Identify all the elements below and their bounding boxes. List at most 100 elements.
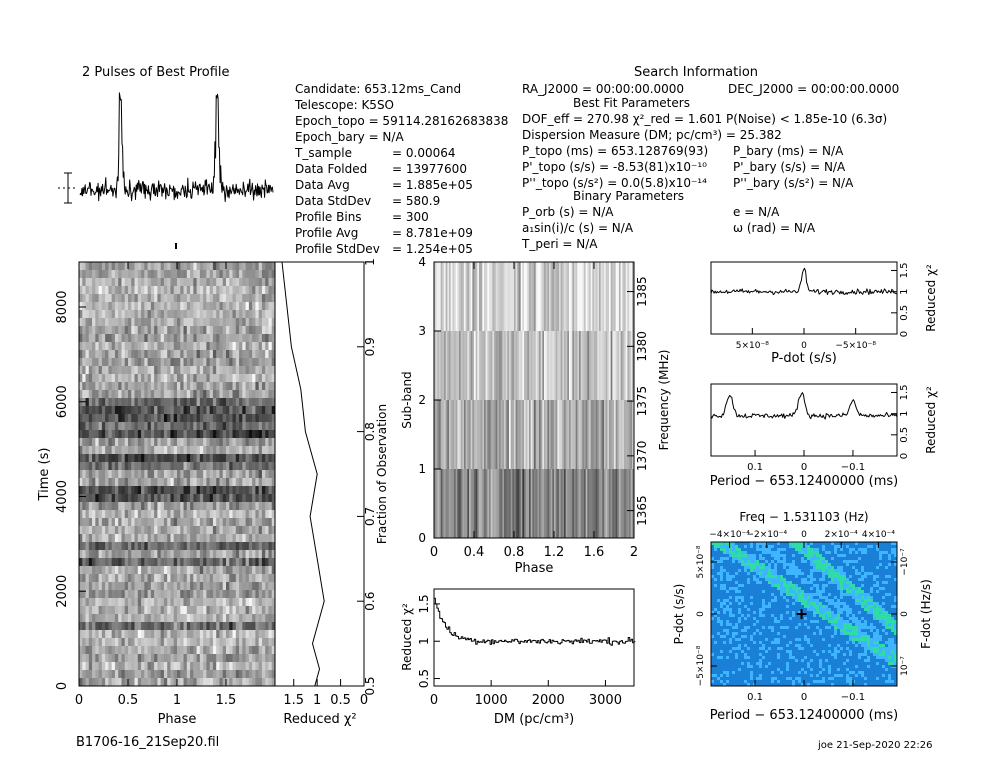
- heatmap-cell: [186, 278, 191, 287]
- heatmap-cell: [101, 590, 106, 599]
- heatmap-cell: [124, 414, 129, 423]
- heatmap-cell: [170, 622, 175, 631]
- heatmap-cell: [190, 486, 194, 495]
- heatmap-cell: [222, 310, 227, 319]
- heatmap-cell: [789, 554, 793, 558]
- heatmap-cell: [173, 606, 178, 615]
- heatmap-cell: [137, 302, 142, 311]
- heatmap-cell: [124, 630, 129, 639]
- heatmap-cell: [183, 382, 188, 391]
- heatmap-cell: [245, 382, 250, 391]
- heatmap-cell: [720, 566, 724, 570]
- heatmap-cell: [258, 534, 263, 543]
- heatmap-cell: [183, 262, 188, 271]
- heatmap-cell: [440, 262, 443, 331]
- heatmap-cell: [111, 534, 116, 543]
- heatmap-cell: [216, 662, 220, 671]
- heatmap-cell: [170, 478, 175, 487]
- heatmap-cell: [261, 326, 266, 335]
- heatmap-cell: [144, 582, 148, 591]
- heatmap-cell: [765, 584, 769, 588]
- heatmap-cell: [154, 630, 158, 639]
- heatmap-cell: [128, 358, 132, 367]
- heatmap-cell: [858, 554, 862, 558]
- heatmap-cell: [101, 326, 106, 335]
- heatmap-cell: [876, 569, 880, 573]
- heatmap-cell: [252, 638, 256, 647]
- heatmap-cell: [855, 557, 859, 561]
- heatmap-cell: [95, 302, 99, 311]
- heatmap-cell: [723, 596, 727, 600]
- heatmap-cell: [268, 294, 273, 303]
- heatmap-cell: [170, 630, 175, 639]
- heatmap-cell: [239, 366, 243, 375]
- heatmap-cell: [602, 469, 605, 538]
- heatmap-cell: [105, 662, 109, 671]
- heatmap-cell: [108, 446, 113, 455]
- heatmap-cell: [229, 678, 233, 687]
- heatmap-cell: [193, 630, 197, 639]
- heatmap-cell: [885, 578, 889, 582]
- heatmap-cell: [245, 662, 250, 671]
- heatmap-cell: [530, 262, 533, 331]
- heatmap-cell: [105, 398, 109, 407]
- heatmap-cell: [255, 326, 260, 335]
- heatmap-cell: [858, 560, 862, 564]
- heatmap-cell: [229, 566, 233, 575]
- heatmap-cell: [229, 366, 233, 375]
- heatmap-cell: [170, 526, 175, 535]
- heatmap-cell: [777, 581, 781, 585]
- heatmap-cell: [196, 502, 201, 511]
- heatmap-cell: [108, 558, 113, 567]
- heatmap-cell: [173, 366, 178, 375]
- heatmap-cell: [154, 614, 158, 623]
- heatmap-cell: [840, 566, 844, 570]
- heatmap-cell: [226, 422, 230, 431]
- heatmap-cell: [771, 578, 775, 582]
- heatmap-cell: [232, 342, 237, 351]
- info-left-value: = 8.781e+09: [392, 226, 473, 240]
- heatmap-cell: [209, 510, 214, 519]
- heatmap-cell: [759, 569, 763, 573]
- heatmap-cell: [108, 622, 113, 631]
- heatmap-cell: [617, 331, 620, 400]
- heatmap-cell: [753, 560, 757, 564]
- heatmap-cell: [580, 262, 583, 331]
- heatmap-cell: [235, 350, 240, 359]
- heatmap-cell: [209, 342, 214, 351]
- heatmap-cell: [163, 406, 168, 415]
- heatmap-cell: [137, 438, 142, 447]
- heatmap-cell: [248, 326, 253, 335]
- heatmap-cell: [141, 630, 145, 639]
- heatmap-cell: [163, 326, 168, 335]
- heatmap-cell: [630, 469, 633, 538]
- heatmap-cell: [768, 566, 772, 570]
- heatmap-cell: [729, 548, 733, 552]
- heatmap-cell: [209, 582, 214, 591]
- heatmap-cell: [173, 486, 178, 495]
- heatmap-cell: [504, 262, 507, 331]
- heatmap-cell: [219, 486, 224, 495]
- heatmap-cell: [121, 558, 126, 567]
- heatmap-cell: [554, 400, 557, 469]
- heatmap-cell: [114, 550, 119, 559]
- heatmap-cell: [834, 563, 838, 567]
- heatmap-cell: [774, 578, 778, 582]
- heatmap-cell: [196, 302, 201, 311]
- heatmap-cell: [196, 486, 201, 495]
- heatmap-cell: [206, 550, 211, 559]
- heatmap-cell: [196, 614, 201, 623]
- heatmap-cell: [222, 518, 227, 527]
- heatmap-cell: [190, 494, 194, 503]
- heatmap-cell: [226, 630, 230, 639]
- heatmap-cell: [858, 581, 862, 585]
- heatmap-cell: [258, 422, 263, 431]
- heatmap-cell: [134, 270, 139, 279]
- heatmap-cell: [128, 510, 132, 519]
- heatmap-cell: [265, 518, 269, 527]
- heatmap-cell: [720, 584, 724, 588]
- heatmap-cell: [222, 262, 227, 271]
- heatmap-cell: [726, 593, 730, 597]
- heatmap-cell: [765, 560, 769, 564]
